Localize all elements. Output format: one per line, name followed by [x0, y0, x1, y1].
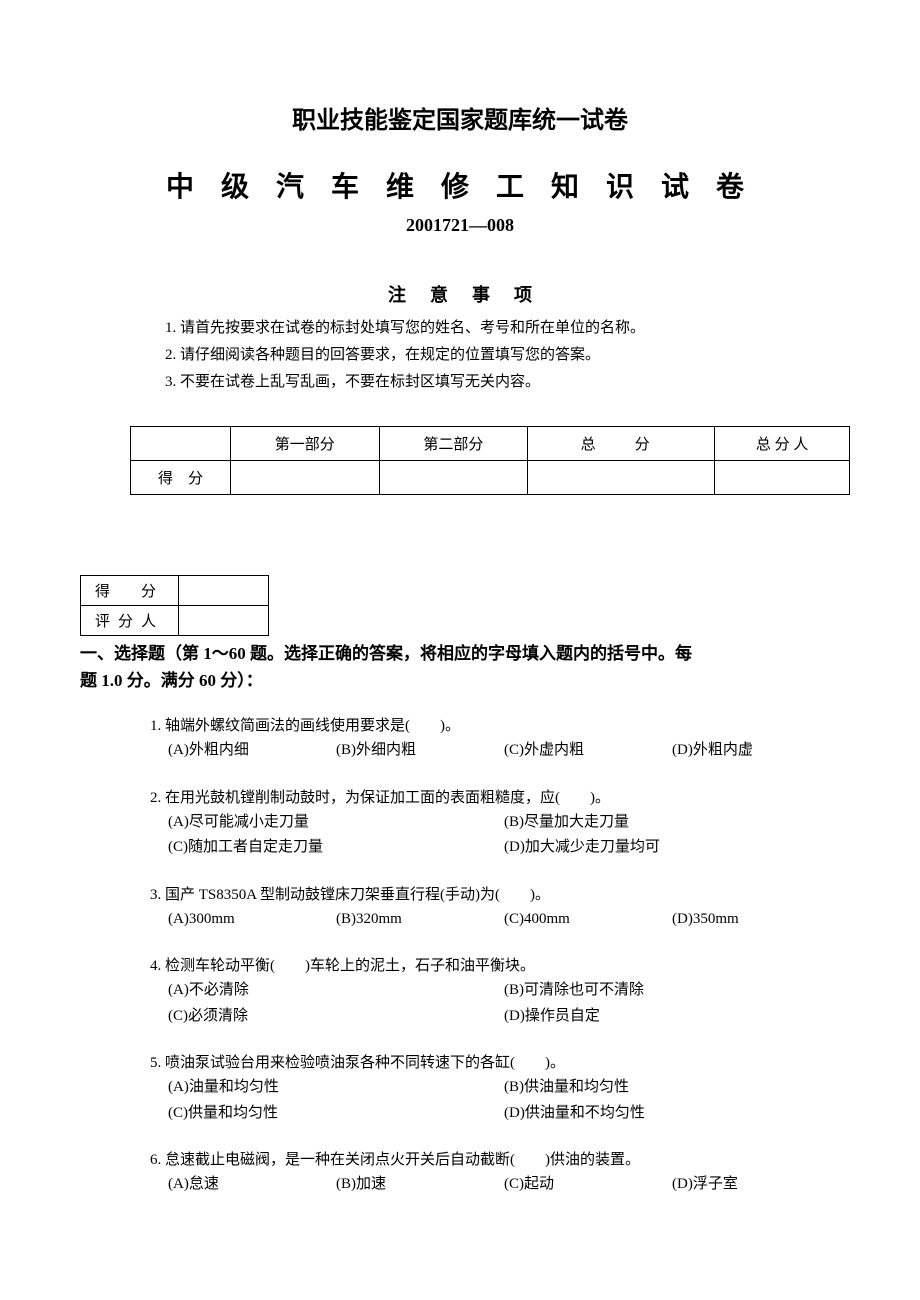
question-text: 6. 怠速截止电磁阀，是一种在关闭点火开关后自动截断( )供油的装置。 — [150, 1148, 840, 1172]
options-row: (A)外粗内细(B)外细内粗(C)外虚内粗(D)外粗内虚 — [168, 738, 840, 764]
question-text: 4. 检测车轮动平衡( )车轮上的泥土，石子和油平衡块。 — [150, 954, 840, 978]
option-item: (C)随加工者自定走刀量 — [168, 835, 504, 861]
option-item: (B)尽量加大走刀量 — [504, 810, 840, 836]
questions-container: 1. 轴端外螺纹简画法的画线使用要求是( )。(A)外粗内细(B)外细内粗(C)… — [150, 714, 840, 1198]
options-row: (A)油量和均匀性(B)供油量和均匀性(C)供量和均匀性(D)供油量和不均匀性 — [168, 1075, 840, 1126]
section-heading: 一、选择题（第 1～60 题。选择正确的答案，将相应的字母填入题内的括号中。每 … — [80, 640, 840, 694]
question-text: 5. 喷油泵试验台用来检验喷油泵各种不同转速下的各缸( )。 — [150, 1051, 840, 1075]
option-item: (C)400mm — [504, 907, 672, 933]
question-item: 2. 在用光鼓机镗削制动鼓时，为保证加工面的表面粗糙度，应( )。(A)尽可能减… — [150, 786, 840, 861]
table-cell — [231, 461, 380, 495]
question-text: 3. 国产 TS8350A 型制动鼓镗床刀架垂直行程(手动)为( )。 — [150, 883, 840, 907]
notice-item: 3. 不要在试卷上乱写乱画，不要在标封区填写无关内容。 — [165, 369, 840, 396]
table-header: 总 分 人 — [715, 427, 850, 461]
exam-code: 2001721—008 — [80, 215, 840, 236]
table-cell — [715, 461, 850, 495]
option-item: (D)加大减少走刀量均可 — [504, 835, 840, 861]
table-header: 第一部分 — [231, 427, 380, 461]
question-item: 1. 轴端外螺纹简画法的画线使用要求是( )。(A)外粗内细(B)外细内粗(C)… — [150, 714, 840, 764]
option-item: (A)油量和均匀性 — [168, 1075, 504, 1101]
option-item: (A)怠速 — [168, 1172, 336, 1198]
table-row-label: 得 分 — [81, 576, 179, 606]
notice-item: 2. 请仔细阅读各种题目的回答要求，在规定的位置填写您的答案。 — [165, 342, 840, 369]
option-item: (B)320mm — [336, 907, 504, 933]
question-item: 6. 怠速截止电磁阀，是一种在关闭点火开关后自动截断( )供油的装置。(A)怠速… — [150, 1148, 840, 1198]
option-item: (C)供量和均匀性 — [168, 1101, 504, 1127]
option-item: (B)可清除也可不清除 — [504, 978, 840, 1004]
table-header — [131, 427, 231, 461]
option-item: (B)外细内粗 — [336, 738, 504, 764]
option-item: (C)起动 — [504, 1172, 672, 1198]
score-summary-table: 第一部分 第二部分 总 分 总 分 人 得 分 — [130, 426, 850, 495]
option-item: (D)操作员自定 — [504, 1004, 840, 1030]
table-cell — [179, 576, 269, 606]
table-row-label: 评分人 — [81, 606, 179, 636]
question-item: 3. 国产 TS8350A 型制动鼓镗床刀架垂直行程(手动)为( )。(A)30… — [150, 883, 840, 933]
option-item: (D)外粗内虚 — [672, 738, 840, 764]
option-item: (A)外粗内细 — [168, 738, 336, 764]
notice-heading: 注意事项 — [80, 281, 840, 307]
option-item: (D)浮子室 — [672, 1172, 840, 1198]
question-item: 5. 喷油泵试验台用来检验喷油泵各种不同转速下的各缸( )。(A)油量和均匀性(… — [150, 1051, 840, 1126]
table-cell — [528, 461, 715, 495]
option-item: (A)300mm — [168, 907, 336, 933]
options-row: (A)尽可能减小走刀量(B)尽量加大走刀量(C)随加工者自定走刀量(D)加大减少… — [168, 810, 840, 861]
notice-item: 1. 请首先按要求在试卷的标封处填写您的姓名、考号和所在单位的名称。 — [165, 315, 840, 342]
sub-title: 中 级 汽 车 维 修 工 知 识 试 卷 — [80, 165, 840, 205]
option-item: (D)供油量和不均匀性 — [504, 1101, 840, 1127]
table-row-label: 得 分 — [131, 461, 231, 495]
option-item: (D)350mm — [672, 907, 840, 933]
table-cell — [179, 606, 269, 636]
options-row: (A)300mm(B)320mm(C)400mm(D)350mm — [168, 907, 840, 933]
option-item: (A)尽可能减小走刀量 — [168, 810, 504, 836]
question-text: 2. 在用光鼓机镗削制动鼓时，为保证加工面的表面粗糙度，应( )。 — [150, 786, 840, 810]
option-item: (C)必须清除 — [168, 1004, 504, 1030]
table-header: 总 分 — [528, 427, 715, 461]
table-cell — [379, 461, 528, 495]
grader-table: 得 分 评分人 — [80, 575, 269, 636]
table-header: 第二部分 — [379, 427, 528, 461]
question-item: 4. 检测车轮动平衡( )车轮上的泥土，石子和油平衡块。(A)不必清除(B)可清… — [150, 954, 840, 1029]
option-item: (B)加速 — [336, 1172, 504, 1198]
options-row: (A)怠速(B)加速(C)起动(D)浮子室 — [168, 1172, 840, 1198]
question-text: 1. 轴端外螺纹简画法的画线使用要求是( )。 — [150, 714, 840, 738]
options-row: (A)不必清除(B)可清除也可不清除(C)必须清除(D)操作员自定 — [168, 978, 840, 1029]
main-title: 职业技能鉴定国家题库统一试卷 — [80, 100, 840, 135]
option-item: (C)外虚内粗 — [504, 738, 672, 764]
option-item: (B)供油量和均匀性 — [504, 1075, 840, 1101]
option-item: (A)不必清除 — [168, 978, 504, 1004]
